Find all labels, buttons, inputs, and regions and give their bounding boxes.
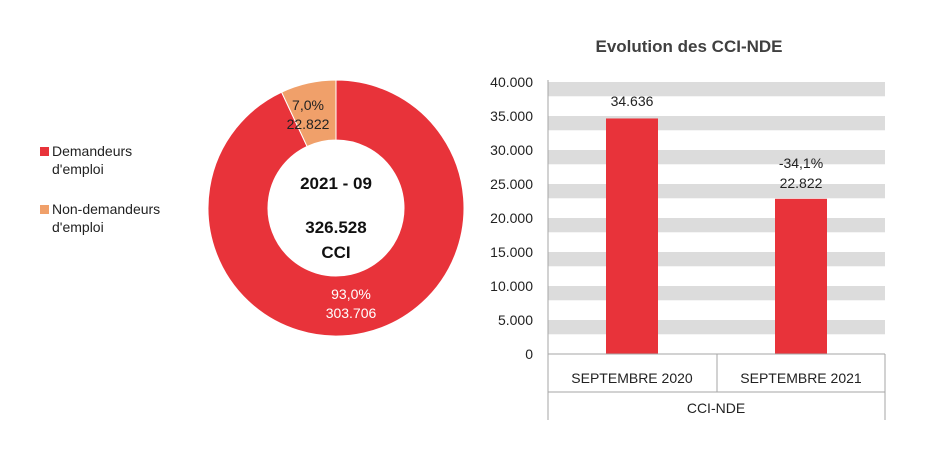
grid-band xyxy=(548,116,885,131)
legend-swatch xyxy=(40,147,49,156)
y-tick-label: 25.000 xyxy=(490,176,533,192)
bar-data-label-0: 34.636 xyxy=(611,93,654,109)
grid-band xyxy=(548,320,885,335)
grid-band xyxy=(548,252,885,267)
y-tick-label: 20.000 xyxy=(490,210,533,226)
y-tick-label: 35.000 xyxy=(490,108,533,124)
group-axis-label: CCI-NDE xyxy=(687,400,745,416)
donut-legend: Demandeurs d'emploi Non-demandeurs d'emp… xyxy=(40,142,190,258)
donut-slice-non-demandeurs xyxy=(280,79,337,148)
bar-plot-area xyxy=(548,82,885,355)
donut-slice-demandeurs xyxy=(207,79,465,337)
y-tick-label: 5.000 xyxy=(498,312,533,328)
legend-item-demandeurs: Demandeurs d'emploi xyxy=(40,142,190,178)
y-tick-label: 40.000 xyxy=(490,74,533,90)
bar-change-label-1: -34,1% xyxy=(779,155,823,171)
y-tick-label: 10.000 xyxy=(490,278,533,294)
donut-slices xyxy=(207,79,465,337)
slice-label-value-non-demandeurs: 22.822 xyxy=(287,116,330,132)
slice-label-value-demandeurs: 303.706 xyxy=(326,305,377,321)
legend-label: Non-demandeurs d'emploi xyxy=(52,201,161,235)
category-label-1: SEPTEMBRE 2021 xyxy=(740,370,862,386)
donut-center-period: 2021 - 09 xyxy=(300,174,372,193)
slice-label-percent-demandeurs: 93,0% xyxy=(331,286,371,302)
bar-data-label-1: 22.822 xyxy=(780,175,823,191)
y-tick-label: 0 xyxy=(525,346,533,362)
bar-chart-title: Evolution des CCI-NDE xyxy=(595,37,782,56)
grid-band xyxy=(548,286,885,301)
grid-band xyxy=(548,82,885,97)
legend-label: Demandeurs d'emploi xyxy=(52,143,133,177)
slice-label-percent-non-demandeurs: 7,0% xyxy=(292,97,324,113)
grid-band xyxy=(548,150,885,165)
donut-center-unit: CCI xyxy=(321,243,350,262)
y-tick-label: 15.000 xyxy=(490,244,533,260)
grid-band xyxy=(548,218,885,233)
bar-0 xyxy=(606,118,658,355)
donut-center-total: 326.528 xyxy=(305,218,366,237)
legend-swatch xyxy=(40,205,49,214)
legend-item-non-demandeurs: Non-demandeurs d'emploi xyxy=(40,200,190,236)
grid-band xyxy=(548,184,885,199)
category-label-0: SEPTEMBRE 2020 xyxy=(571,370,693,386)
y-tick-label: 30.000 xyxy=(490,142,533,158)
bar-1 xyxy=(775,198,827,354)
